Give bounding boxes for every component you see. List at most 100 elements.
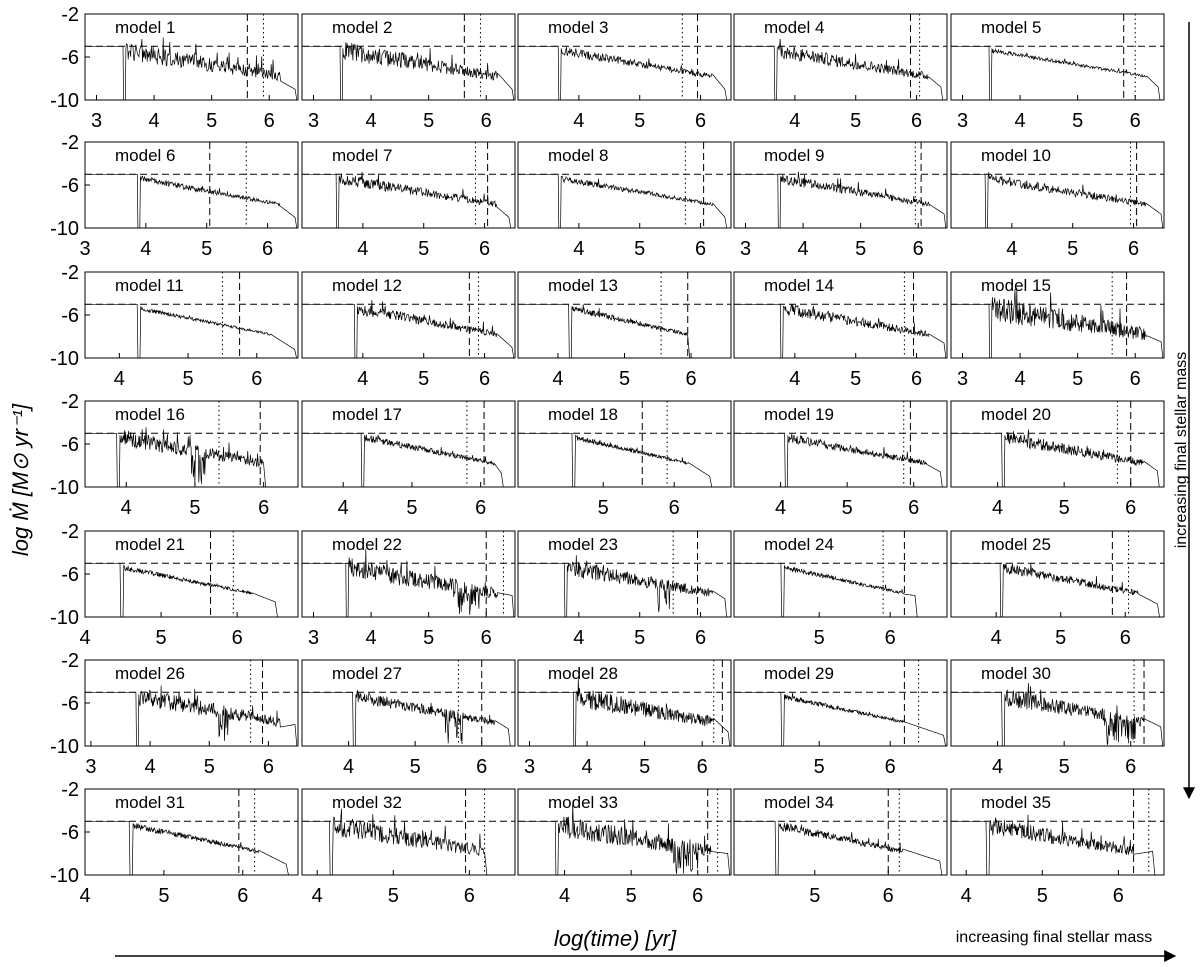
x-tick-label: 5 <box>201 238 212 260</box>
panel-title: model 34 <box>764 793 834 812</box>
x-tick-label: 6 <box>1113 885 1124 907</box>
panel-25: model 25 4 5 6 <box>950 530 1165 649</box>
panel-3: model 3 4 5 6 <box>517 13 732 132</box>
panel-frame <box>950 271 1165 359</box>
accretion-rate-series <box>518 555 728 618</box>
x-tick-label: 5 <box>814 627 825 649</box>
x-tick-label: 4 <box>573 238 584 260</box>
y-tick-label: -6 <box>61 175 79 197</box>
panel-title: model 6 <box>115 146 175 165</box>
panel-32: model 32 4 5 6 <box>301 788 516 907</box>
panel-2: model 2 3 4 5 6 <box>301 13 516 132</box>
x-tick-label: 5 <box>639 756 650 778</box>
x-tick-label: 4 <box>559 885 570 907</box>
y-tick-label: -2 <box>61 779 79 801</box>
x-tick-label: 4 <box>789 368 800 390</box>
accretion-rate-series <box>85 427 267 488</box>
panel-frame <box>301 141 516 229</box>
accretion-rate-series <box>302 548 515 618</box>
x-tick-label: 6 <box>479 368 490 390</box>
x-tick-label: 6 <box>475 497 486 519</box>
panel-title: model 20 <box>981 405 1051 424</box>
panel-frame <box>84 788 299 876</box>
x-tick-label: 6 <box>476 756 487 778</box>
x-tick-label: 6 <box>481 627 492 649</box>
panel-frame <box>301 530 516 618</box>
panel-title: model 4 <box>764 18 824 37</box>
accretion-rate-series <box>85 685 298 747</box>
x-tick-label: 6 <box>251 368 262 390</box>
x-tick-label: 5 <box>388 885 399 907</box>
panel-frame <box>950 13 1165 101</box>
x-tick-label: 5 <box>619 368 630 390</box>
panel-frame <box>733 271 948 359</box>
panel-15: model 15 3 4 5 6 <box>950 271 1165 390</box>
x-tick-label: 4 <box>140 238 151 260</box>
x-tick-label: 6 <box>686 368 697 390</box>
x-tick-label: 3 <box>308 627 319 649</box>
panel-title: model 32 <box>332 793 402 812</box>
panel-12: model 12 4 5 6 <box>301 271 516 390</box>
x-tick-label: 4 <box>114 368 125 390</box>
accretion-rate-series <box>85 173 298 229</box>
y-tick-label: -2 <box>61 132 79 154</box>
accretion-rate-series <box>518 173 728 229</box>
x-tick-label: 3 <box>85 756 96 778</box>
x-tick-label: 5 <box>598 497 609 519</box>
x-tick-label: 4 <box>79 885 90 907</box>
accretion-rate-series <box>951 45 1161 101</box>
panel-27: model 27 4 5 6 <box>301 659 516 778</box>
x-tick-label: 6 <box>908 497 919 519</box>
panel-frame <box>84 271 299 359</box>
panel-title: model 21 <box>115 535 185 554</box>
y-tick-label: -10 <box>50 90 79 112</box>
panel-33: model 33 4 5 6 <box>517 788 732 907</box>
x-tick-label: 4 <box>121 497 132 519</box>
x-tick-label: 6 <box>695 627 706 649</box>
accretion-rate-series <box>85 37 298 101</box>
x-tick-label: 4 <box>961 885 972 907</box>
accretion-rate-series <box>951 814 1156 876</box>
panel-frame <box>733 13 948 101</box>
x-tick-label: 6 <box>263 756 274 778</box>
panel-29: model 29 5 6 <box>733 659 948 778</box>
panel-title: model 24 <box>764 535 834 554</box>
x-tick-label: 4 <box>1015 368 1026 390</box>
y-tick-label: -6 <box>61 693 79 715</box>
panel-title: model 10 <box>981 146 1051 165</box>
panel-frame <box>517 141 732 229</box>
panel-title: model 23 <box>548 535 618 554</box>
y-tick-label: -2 <box>61 650 79 672</box>
x-tick-label: 4 <box>343 756 354 778</box>
panel-title: model 15 <box>981 276 1051 295</box>
x-tick-label: 6 <box>885 627 896 649</box>
accretion-rate-series <box>302 171 512 229</box>
x-tick-label: 3 <box>524 756 535 778</box>
x-tick-label: 5 <box>850 368 861 390</box>
x-tick-label: 6 <box>695 110 706 132</box>
panel-frame <box>950 141 1165 229</box>
accretion-rate-series <box>518 432 713 488</box>
accretion-rate-series <box>85 303 297 359</box>
panel-7: model 7 4 5 6 <box>301 141 516 260</box>
accretion-rate-series <box>518 45 728 101</box>
panel-17: model 17 4 5 6 <box>301 400 516 519</box>
panel-title: model 13 <box>548 276 618 295</box>
x-tick-label: 5 <box>423 627 434 649</box>
y-tick-label: -10 <box>50 218 79 240</box>
x-tick-label: 4 <box>991 627 1002 649</box>
panel-title: model 29 <box>764 664 834 683</box>
panel-title: model 27 <box>332 664 402 683</box>
panel-14: model 14 4 5 6 <box>733 271 948 390</box>
panel-18: model 18 5 6 <box>517 400 732 519</box>
panel-title: model 3 <box>548 18 608 37</box>
panel-11: model 11 4 5 6 -2 -6 -10 <box>50 262 299 390</box>
panel-13: model 13 4 5 6 <box>517 271 732 390</box>
x-tick-label: 6 <box>262 238 273 260</box>
y-tick-label: -6 <box>61 564 79 586</box>
y-tick-label: -6 <box>61 47 79 69</box>
panel-title: model 9 <box>764 146 824 165</box>
x-tick-label: 5 <box>626 885 637 907</box>
y-tick-label: -2 <box>61 262 79 284</box>
